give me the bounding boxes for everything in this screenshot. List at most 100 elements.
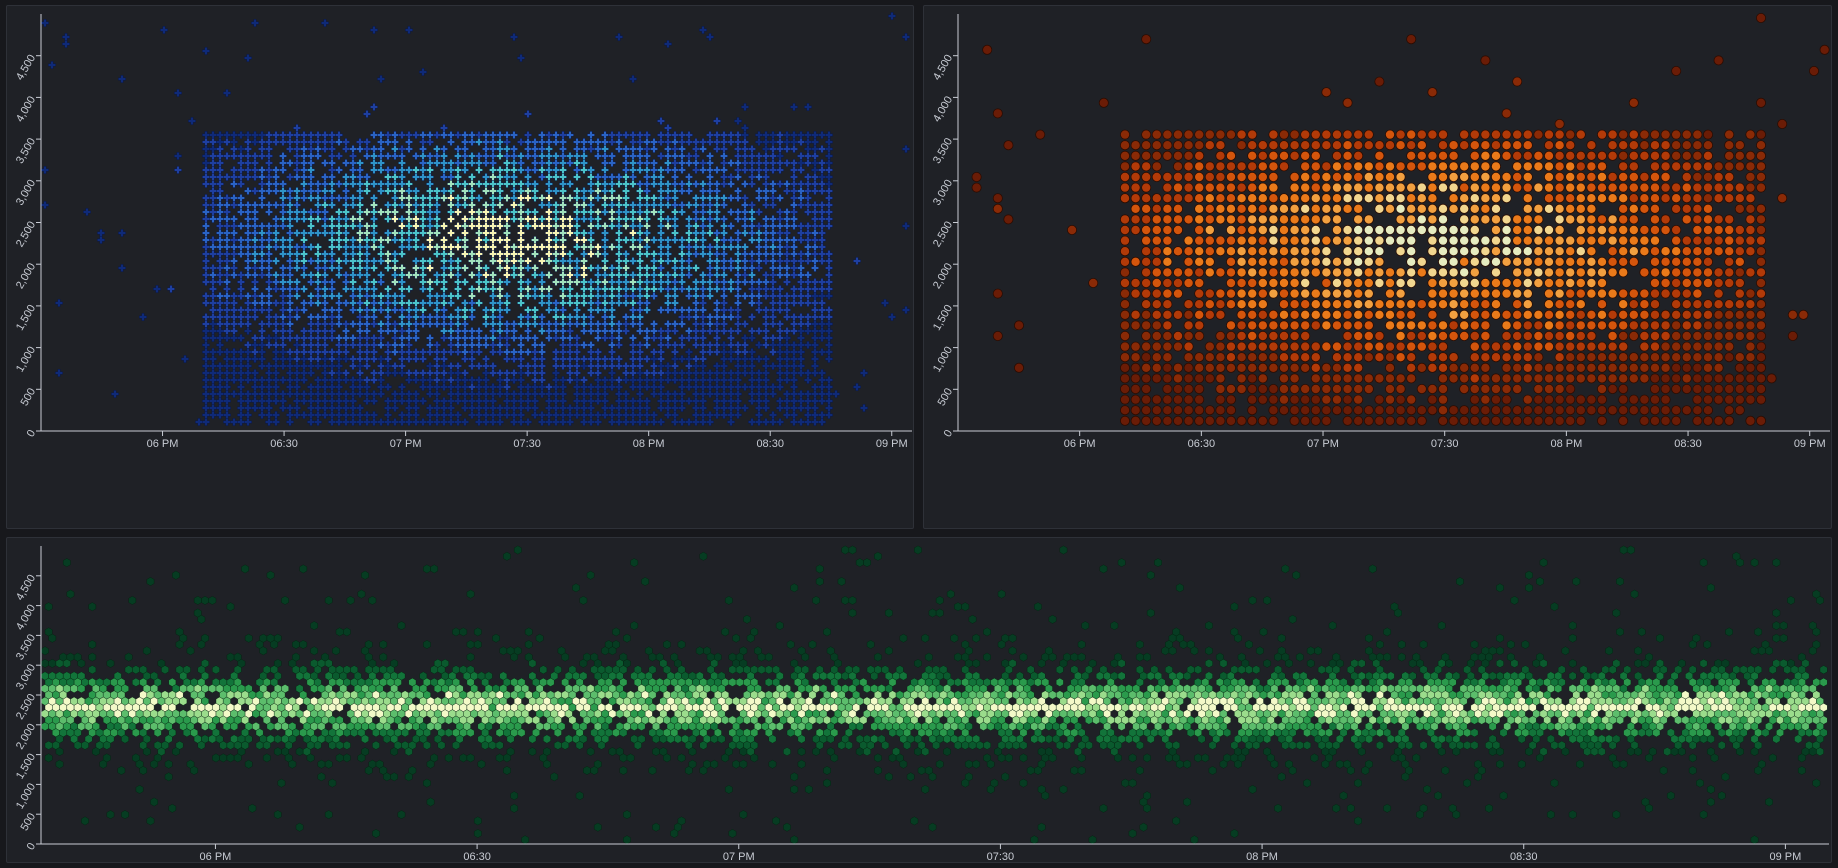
data-cell: [538, 201, 546, 209]
data-cell: [1628, 405, 1639, 416]
data-cell: [1628, 129, 1639, 140]
data-cell: [503, 327, 511, 335]
data-cell: [579, 595, 588, 605]
data-cell: [426, 152, 434, 160]
data-cell: [1331, 171, 1342, 182]
data-cell: [1289, 256, 1300, 267]
data-cell: [426, 292, 434, 300]
data-cell: [391, 166, 399, 174]
data-cell: [1321, 267, 1332, 278]
data-cell: [272, 418, 280, 426]
data-cell: [1130, 214, 1141, 225]
data-cell: [622, 159, 630, 167]
data-cell: [748, 173, 756, 181]
data-cell: [1724, 193, 1735, 204]
data-cell: [713, 404, 721, 412]
data-cell: [783, 334, 791, 342]
data-cell: [762, 145, 770, 153]
data-cell: [587, 173, 595, 181]
data-cell: [1342, 129, 1353, 140]
data-cell: [629, 341, 637, 349]
data-cell: [272, 229, 280, 237]
data-cell: [636, 327, 644, 335]
data-cell: [1416, 203, 1427, 214]
data-cell: [657, 243, 665, 251]
data-cell: [748, 278, 756, 286]
data-cell: [580, 194, 588, 202]
data-cell: [741, 145, 749, 153]
data-cell: [307, 229, 315, 237]
data-cell: [776, 362, 784, 370]
data-cell: [1501, 330, 1512, 341]
data-cell: [1257, 193, 1268, 204]
data-cell: [1671, 140, 1682, 151]
data-cell: [1575, 235, 1586, 246]
data-cell: [328, 215, 336, 223]
data-cell: [545, 299, 553, 307]
data-cell: [1522, 150, 1533, 161]
y-tick-label: 2,500: [14, 219, 38, 249]
data-cell: [776, 404, 784, 412]
data-cell: [720, 306, 728, 314]
data-cell: [538, 131, 546, 139]
data-cell: [391, 348, 399, 356]
data-cell: [1734, 203, 1745, 214]
data-cell: [223, 138, 231, 146]
data-cell: [997, 640, 1006, 649]
data-cell: [1172, 383, 1183, 394]
data-cell: [1353, 320, 1364, 331]
data-cell: [286, 376, 294, 384]
data-cell: [1491, 182, 1502, 193]
data-cell: [825, 215, 833, 223]
data-cell: [1406, 309, 1417, 320]
data-cell: [1427, 320, 1438, 331]
data-cell: [1491, 235, 1502, 246]
data-cell: [636, 152, 644, 160]
data-cell: [1363, 193, 1374, 204]
data-cell: [1353, 182, 1364, 193]
data-cell: [1172, 362, 1183, 373]
data-cell: [412, 369, 420, 377]
data-cell: [1225, 224, 1236, 235]
data-cell: [496, 166, 504, 174]
data-cell: [398, 320, 406, 328]
data-cell: [1491, 352, 1502, 363]
data-cell: [433, 397, 441, 405]
data-cell: [1533, 341, 1544, 352]
data-cell: [1618, 373, 1629, 384]
data-cell: [1618, 415, 1629, 426]
data-cell: [706, 215, 714, 223]
data-cell: [307, 334, 315, 342]
data-cell: [1215, 383, 1226, 394]
data-cell: [202, 369, 210, 377]
data-cell: [1416, 415, 1427, 426]
data-cell: [426, 173, 434, 181]
data-cell: [1544, 129, 1555, 140]
data-cell: [587, 166, 595, 174]
data-cell: [888, 313, 896, 321]
data-cell: [678, 341, 686, 349]
data-cell: [314, 411, 322, 419]
data-cell: [209, 355, 217, 363]
data-cell: [55, 369, 63, 377]
data-cell: [1247, 256, 1258, 267]
data-cell: [202, 208, 210, 216]
data-cell: [531, 250, 539, 258]
data-cell: [636, 271, 644, 279]
data-cell: [734, 376, 742, 384]
data-cell: [671, 320, 679, 328]
data-cell: [692, 299, 700, 307]
data-cell: [1172, 415, 1183, 426]
data-cell: [587, 397, 595, 405]
data-cell: [1469, 171, 1480, 182]
data-cell: [244, 208, 252, 216]
data-cell: [524, 292, 532, 300]
data-cell: [706, 278, 714, 286]
data-cell: [489, 383, 497, 391]
data-cell: [251, 355, 259, 363]
data-cell: [1183, 129, 1194, 140]
data-cell: [699, 327, 707, 335]
data-cell: [545, 397, 553, 405]
data-cell: [1522, 362, 1533, 373]
data-cell: [377, 362, 385, 370]
